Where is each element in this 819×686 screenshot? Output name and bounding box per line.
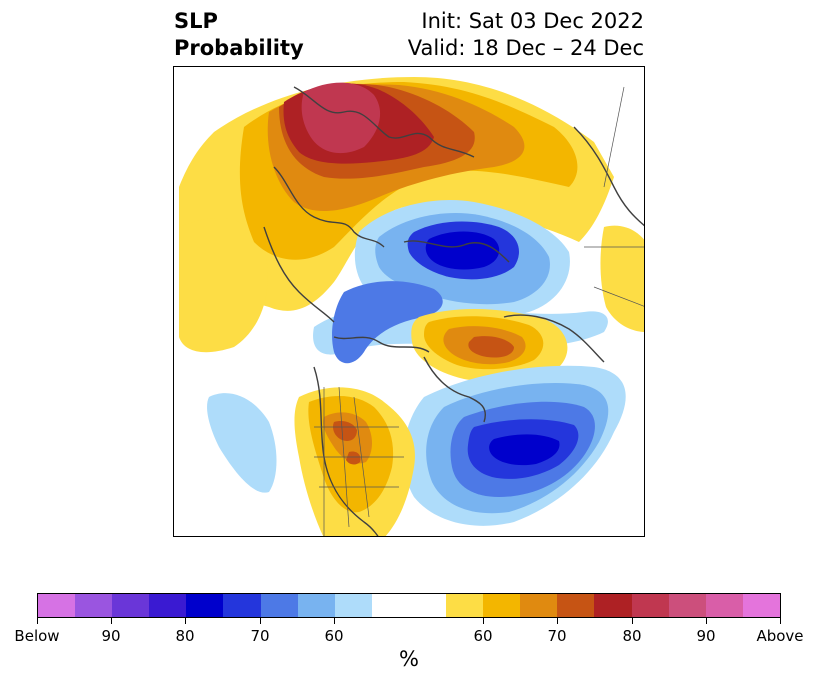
colorbar-segment: [594, 594, 632, 617]
colorbar-tick: [557, 618, 558, 624]
probability-map: [179, 77, 644, 536]
below-region-band-70: [332, 281, 443, 364]
colorbar-label: 80: [622, 627, 642, 645]
colorbar: [37, 593, 781, 618]
coastlines: [263, 86, 644, 536]
above-region-alaska-75: [468, 336, 514, 358]
colorbar-tick: [780, 618, 781, 624]
colorbar-tick: [706, 618, 707, 624]
colorbar-segment: [75, 594, 113, 617]
above-region-europe-85: [301, 82, 381, 154]
colorbar-label: 90: [696, 627, 716, 645]
map-panel: [173, 66, 645, 537]
colorbar-segment: [668, 594, 706, 617]
colorbar-segment: [483, 594, 521, 617]
below-region-arctic-85: [425, 231, 500, 270]
colorbar-segment: [705, 594, 743, 617]
colorbar-label: 90: [101, 627, 121, 645]
below-region-pacific-85: [489, 434, 560, 466]
colorbar-segment: [631, 594, 669, 617]
colorbar-segment: [297, 594, 335, 617]
colorbar-label: 70: [547, 627, 567, 645]
colorbar-tick: [334, 618, 335, 624]
colorbar-segment: [38, 594, 76, 617]
above-region-atlantic-60: [179, 218, 268, 353]
colorbar-label-below: Below: [14, 627, 60, 645]
colorbar-tick: [483, 618, 484, 624]
colorbar-label: 60: [473, 627, 493, 645]
colorbar-tick: [185, 618, 186, 624]
chart-title-left: SLP Probability: [174, 8, 304, 62]
title-variable: SLP: [174, 9, 218, 33]
colorbar-segment: [260, 594, 298, 617]
colorbar-label: 60: [324, 627, 344, 645]
colorbar-segment: [112, 594, 150, 617]
colorbar-tick: [260, 618, 261, 624]
colorbar-tick: [37, 618, 38, 624]
valid-range: Valid: 18 Dec – 24 Dec: [407, 36, 644, 60]
above-region-asia-60: [600, 225, 644, 332]
colorbar-unit: %: [399, 647, 419, 671]
borders: [314, 86, 644, 536]
chart-title-right: Init: Sat 03 Dec 2022 Valid: 18 Dec – 24…: [408, 8, 644, 62]
above-region-us-75-south: [346, 451, 361, 465]
colorbar-label: 80: [175, 627, 195, 645]
colorbar-tick: [111, 618, 112, 624]
colorbar-segment-neutral: [371, 594, 447, 617]
below-region-nepacific-60: [207, 393, 277, 493]
colorbar-segment: [149, 594, 187, 617]
above-region-us-75: [332, 420, 357, 441]
colorbar-segment: [223, 594, 261, 617]
colorbar-label-above: Above: [756, 627, 804, 645]
colorbar-segment: [557, 594, 595, 617]
colorbar-tick: [632, 618, 633, 624]
colorbar-segment: [520, 594, 558, 617]
colorbar-segment: [334, 594, 372, 617]
init-date: Init: Sat 03 Dec 2022: [421, 9, 644, 33]
colorbar-segment: [742, 594, 780, 617]
colorbar-segment: [446, 594, 484, 617]
title-product: Probability: [174, 36, 304, 60]
colorbar-segment: [186, 594, 224, 617]
colorbar-label: 70: [250, 627, 270, 645]
